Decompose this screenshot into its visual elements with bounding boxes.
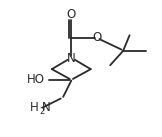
Text: H: H bbox=[30, 101, 39, 114]
Text: O: O bbox=[93, 31, 102, 44]
Text: N: N bbox=[42, 101, 51, 114]
Text: O: O bbox=[67, 8, 76, 21]
Text: 2: 2 bbox=[39, 107, 44, 116]
Text: N: N bbox=[67, 52, 76, 65]
Text: HO: HO bbox=[27, 73, 45, 86]
